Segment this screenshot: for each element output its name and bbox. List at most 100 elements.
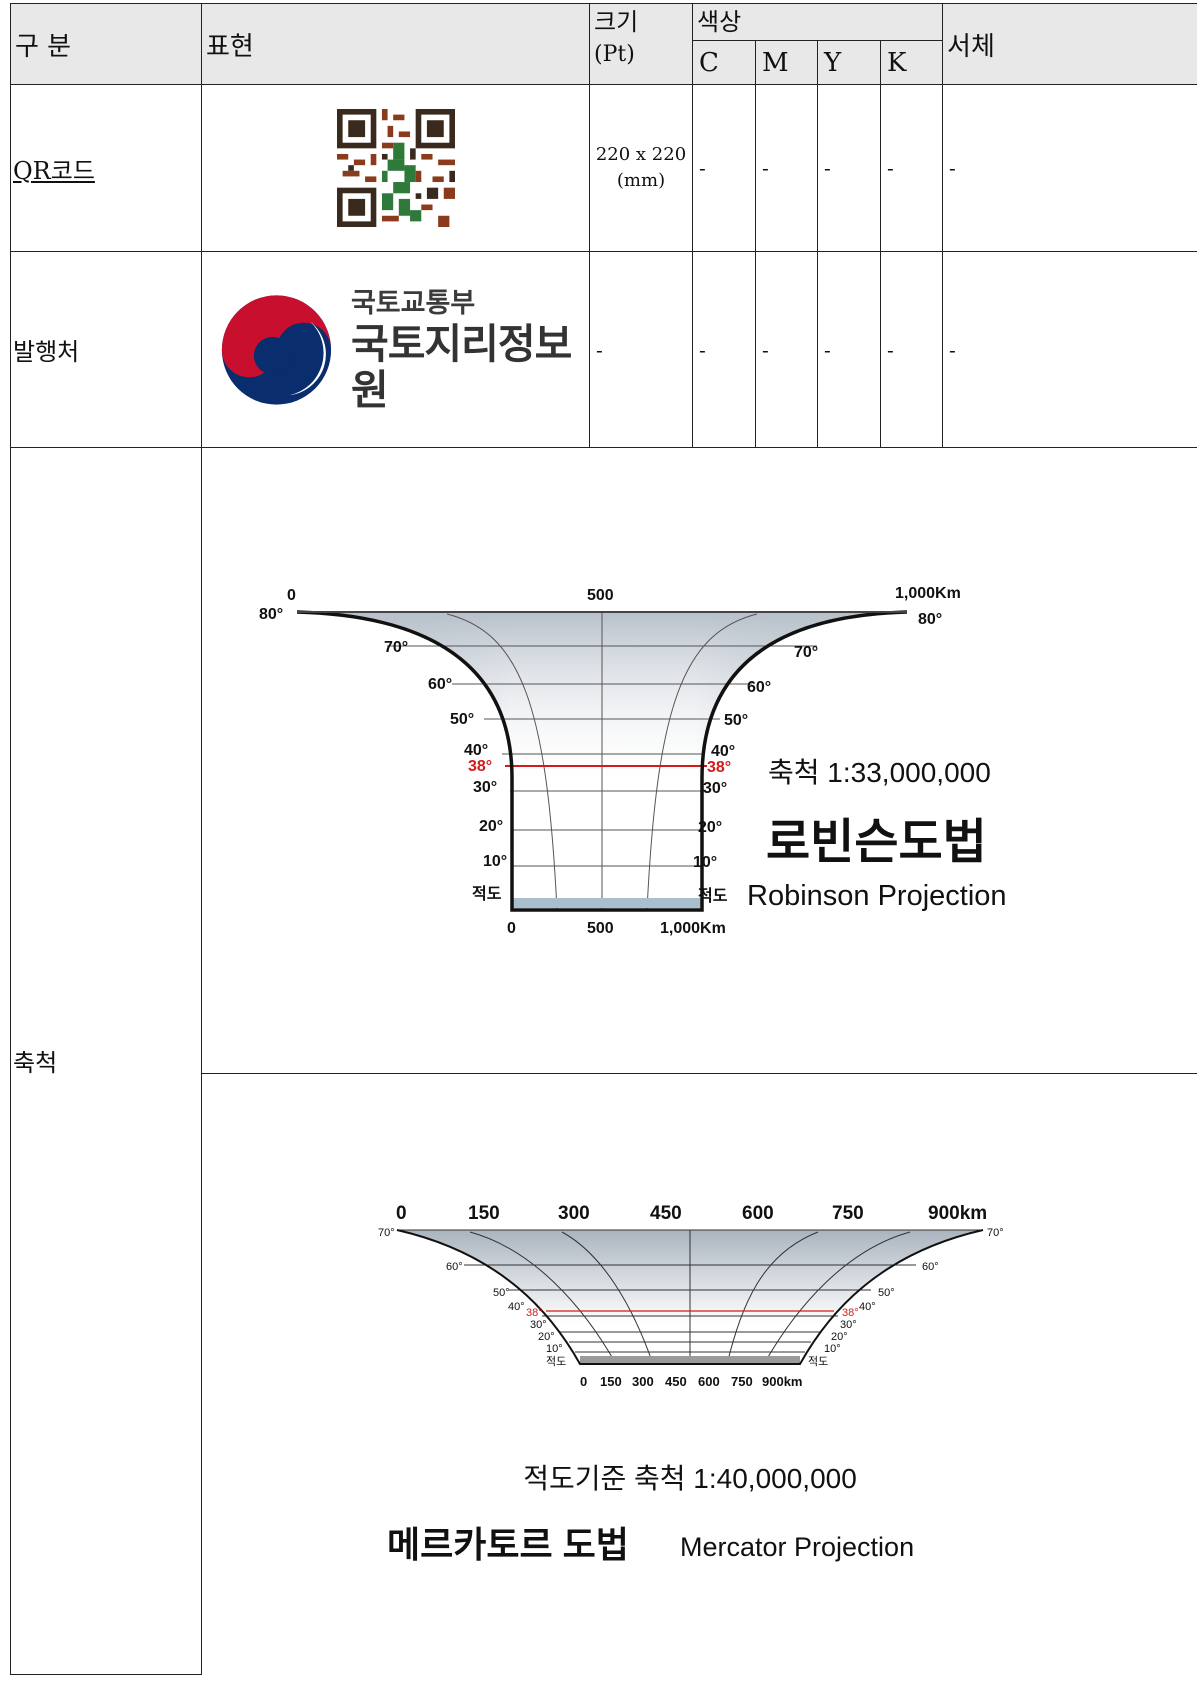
robinson-lat-left-38: 38°: [468, 758, 492, 775]
header-c: C: [692, 40, 756, 85]
publisher-row: 발행처 국토교통부 국토지리정보원 - - - - - -: [10, 251, 1197, 448]
mercator-lat-right-30: 30°: [840, 1319, 857, 1331]
robinson-bottom-tick-0: 0: [507, 920, 516, 937]
qr-font: -: [942, 84, 1197, 252]
robinson-lat-right-60: 60°: [747, 679, 771, 696]
robinson-lat-right-80: 80°: [918, 611, 942, 628]
header-size-label: 크기: [594, 8, 639, 36]
mercator-bottom-tick-150: 150: [600, 1374, 622, 1389]
mercator-top-tick-900: 900km: [928, 1203, 987, 1224]
scale-label: 축척: [10, 447, 202, 1675]
mercator-bottom-tick-0: 0: [580, 1374, 587, 1389]
qr-expression: [201, 84, 590, 252]
robinson-lat-left-20: 20°: [479, 818, 503, 835]
publisher-expression: 국토교통부 국토지리정보원: [201, 251, 590, 448]
robinson-lat-right-20: 20°: [698, 819, 722, 836]
mercator-lat-right-equator: 적도: [808, 1355, 828, 1368]
publisher-m: -: [755, 251, 818, 448]
mercator-title-ko: 메르카토르 도법: [387, 1524, 629, 1565]
spec-table: 구 분 표현 크기 (Pt) 색상 서체 C M Y K QR코드: [10, 3, 1197, 1675]
taegeuk-emblem-icon: [221, 294, 332, 405]
mercator-lat-left-38: 38°: [526, 1307, 543, 1319]
mercator-lat-left-30: 30°: [530, 1319, 547, 1331]
mercator-lat-left-equator: 적도: [546, 1355, 566, 1368]
robinson-lat-right-50: 50°: [724, 712, 748, 729]
mercator-bottom-tick-750: 750: [731, 1374, 753, 1389]
mercator-top-tick-150: 150: [468, 1203, 500, 1224]
mercator-top-tick-750: 750: [832, 1203, 864, 1224]
robinson-grid: [387, 612, 817, 911]
ngii-logo: 국토교통부 국토지리정보원: [202, 287, 589, 413]
qr-y: -: [817, 84, 881, 252]
qr-size-dimensions: 220 x 220: [595, 144, 687, 165]
logo-institute-text: 국토지리정보원: [350, 319, 572, 414]
mercator-top-tick-300: 300: [558, 1203, 590, 1224]
mercator-cell: 0 150 300 450 600 750 900km 0 150 300 45…: [200, 1073, 1197, 1674]
mercator-lat-left-20: 20°: [538, 1331, 555, 1343]
qr-size-unit: (mm): [616, 170, 666, 191]
mercator-lat-left-40: 40°: [508, 1301, 525, 1313]
header-font: 서체: [942, 3, 1197, 85]
robinson-equator-band: [512, 898, 702, 908]
qr-label: QR코드: [10, 84, 202, 252]
mercator-lat-right-20: 20°: [831, 1331, 848, 1343]
mercator-scale-text: 적도기준 축척 1:40,000,000: [523, 1463, 857, 1494]
mercator-equator-band: [580, 1356, 800, 1364]
logo-ministry-text: 국토교통부: [350, 287, 476, 319]
scale-row-robinson: 축척: [10, 447, 1197, 1675]
mercator-top-tick-450: 450: [650, 1203, 682, 1224]
qr-row: QR코드: [10, 84, 1197, 252]
robinson-scale-text: 축척 1:33,000,000: [768, 757, 991, 788]
qr-m: -: [755, 84, 818, 252]
robinson-bottom-tick-500: 500: [587, 920, 614, 937]
header-size-unit: (Pt): [594, 42, 635, 67]
mercator-lat-left-70: 70°: [378, 1227, 395, 1239]
publisher-size: -: [589, 251, 693, 448]
mercator-lat-right-50: 50°: [878, 1287, 895, 1299]
publisher-font: -: [942, 251, 1197, 448]
robinson-bottom-tick-1000: 1,000Km: [660, 920, 726, 937]
mercator-top-tick-0: 0: [396, 1203, 407, 1224]
robinson-title-en: Robinson Projection: [747, 880, 1007, 912]
robinson-top-tick-0: 0: [287, 587, 296, 604]
robinson-lat-left-10: 10°: [483, 853, 507, 870]
mercator-bottom-tick-450: 450: [665, 1374, 687, 1389]
mercator-bottom-tick-900: 900km: [762, 1374, 802, 1389]
mercator-lat-right-40: 40°: [859, 1301, 876, 1313]
robinson-lat-left-80: 80°: [259, 606, 283, 623]
mercator-scale-diagram: 0 150 300 450 600 750 900km 0 150 300 45…: [378, 1203, 1004, 1565]
mercator-bottom-tick-300: 300: [632, 1374, 654, 1389]
qr-c: -: [692, 84, 756, 252]
header-expression: 표현: [201, 3, 590, 85]
publisher-y: -: [817, 251, 881, 448]
robinson-lat-right-equator: 적도: [698, 887, 728, 905]
robinson-lat-right-38: 38°: [707, 759, 731, 776]
robinson-lat-left-equator: 적도: [472, 885, 502, 903]
qr-size: 220 x 220 (mm): [589, 84, 693, 252]
robinson-lat-right-30: 30°: [703, 780, 727, 797]
publisher-label: 발행처: [10, 251, 202, 448]
robinson-scale-diagram: 0 500 1,000Km 0 500 1,000Km 80° 70° 60° …: [259, 585, 1007, 937]
header-y: Y: [817, 40, 881, 85]
mercator-lat-right-10: 10°: [824, 1343, 841, 1355]
mercator-top-tick-600: 600: [742, 1203, 774, 1224]
robinson-lat-right-40: 40°: [711, 743, 735, 760]
header-k: K: [879, 40, 944, 85]
mercator-grid: [397, 1229, 983, 1365]
robinson-cell: 0 500 1,000Km 0 500 1,000Km 80° 70° 60° …: [200, 447, 1197, 1074]
scale-row-mercator: 0 150 300 450 600 750 900km 0 150 300 45…: [11, 1073, 1197, 1674]
header-size: 크기 (Pt): [589, 3, 693, 85]
mercator-lat-left-10: 10°: [546, 1343, 563, 1355]
mercator-lat-right-38: 38°: [842, 1307, 859, 1319]
mercator-lat-left-60: 60°: [446, 1261, 463, 1273]
qr-code-icon: [336, 109, 455, 227]
robinson-lat-left-40: 40°: [464, 742, 488, 759]
publisher-c: -: [692, 251, 756, 448]
robinson-lat-right-70: 70°: [794, 644, 818, 661]
robinson-lat-left-30: 30°: [473, 779, 497, 796]
mercator-lat-right-60: 60°: [922, 1261, 939, 1273]
publisher-k: -: [879, 251, 944, 448]
robinson-lat-left-50: 50°: [450, 711, 474, 728]
mercator-lat-right-70: 70°: [987, 1227, 1004, 1239]
mercator-title-en: Mercator Projection: [680, 1532, 914, 1562]
